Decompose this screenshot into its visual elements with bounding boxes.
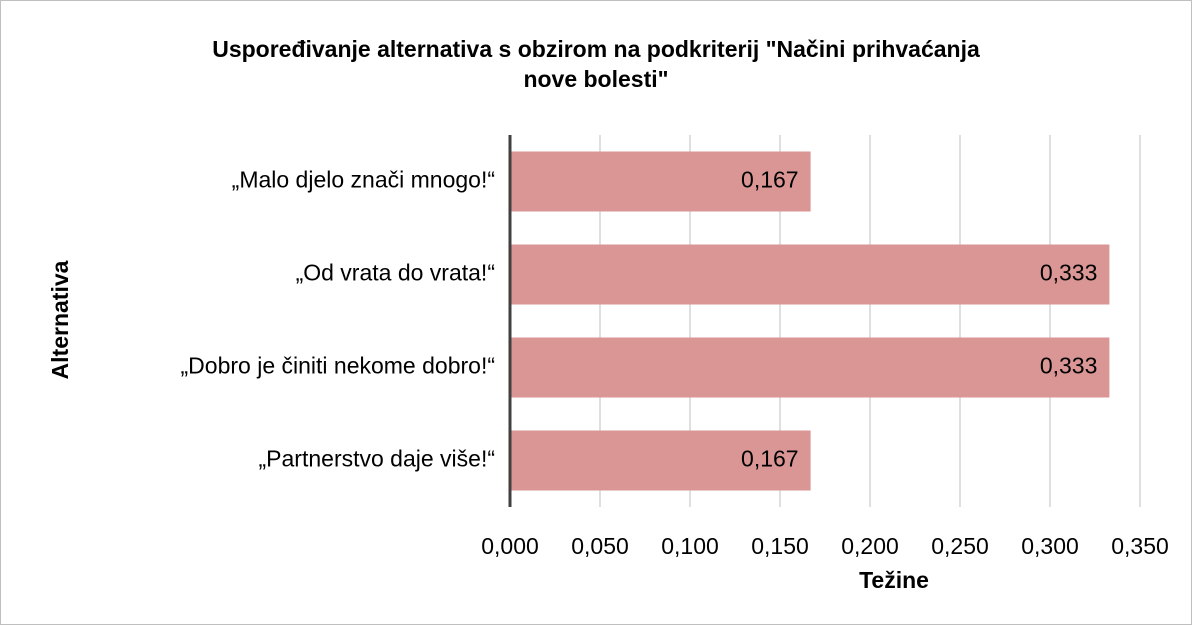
y-axis-title: Alternativa (47, 260, 73, 379)
x-tick-label: 0,000 (481, 533, 539, 559)
x-tick-label: 0,100 (661, 533, 719, 559)
data-label: 0,333 (1040, 353, 1098, 379)
x-axis-title: Težine (859, 567, 929, 593)
chart-title: Uspoređivanje alternativa s obzirom na p… (212, 36, 980, 92)
x-tick-label: 0,050 (571, 533, 629, 559)
x-tick-label: 0,250 (931, 533, 989, 559)
data-label: 0,167 (741, 167, 799, 193)
bar (510, 244, 1110, 305)
bar (510, 151, 811, 212)
y-tick-label: „Partnerstvo daje više!“ (259, 446, 495, 472)
data-label: 0,167 (741, 446, 799, 472)
x-tick-label: 0,150 (751, 533, 809, 559)
data-label: 0,333 (1040, 260, 1098, 286)
y-tick-label: „Malo djelo znači mnogo!“ (232, 167, 495, 193)
x-tick-label: 0,200 (841, 533, 899, 559)
bar (510, 430, 811, 491)
x-tick-label: 0,300 (1021, 533, 1079, 559)
bar (510, 337, 1110, 398)
x-tick-label: 0,350 (1111, 533, 1169, 559)
y-tick-label: „Dobro je činiti nekome dobro!“ (181, 353, 495, 379)
y-tick-label: „Od vrata do vrata!“ (296, 260, 495, 286)
